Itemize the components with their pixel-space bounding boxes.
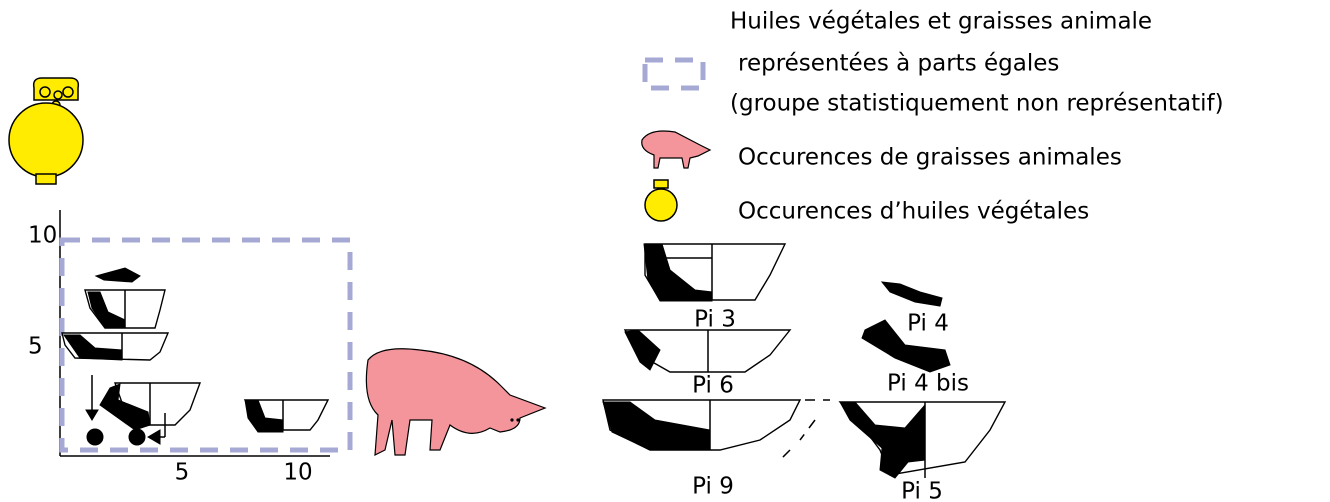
plot-sherds-part (128, 428, 146, 446)
legend-part (653, 179, 669, 189)
vegetal-oil-jar-part (35, 173, 57, 185)
plot-sherds-part (244, 399, 284, 433)
legend-part (641, 130, 712, 169)
x-tick-label: 5 (175, 460, 190, 486)
sherd-label: Pi 5 (901, 479, 943, 502)
legend-part (642, 57, 706, 91)
sherds-part (880, 281, 943, 307)
sherd-label: Pi 4 bis (887, 371, 969, 397)
sherds-part (643, 243, 713, 302)
legend-text: Occurences de graisses animales (738, 145, 1122, 171)
plot-sherds (61, 267, 330, 446)
legend-part (644, 188, 678, 222)
sherd-label: Pi 6 (692, 373, 734, 399)
sherd-label: Pi 3 (694, 307, 736, 333)
vegetal-oil-jar-part (8, 102, 84, 178)
plot-sherds-part (86, 428, 104, 446)
legend: Huiles végétales et graisses animale rep… (641, 9, 1224, 225)
y-tick-label: 10 (28, 223, 57, 249)
vegetal-oil-jar-part (39, 86, 51, 98)
vegetal-oil-jar-part (62, 86, 74, 98)
sherds-part (624, 329, 661, 371)
plot-sherds-part (94, 267, 141, 283)
plot-sherds-part (147, 429, 161, 445)
animal-fat-pig-part (516, 418, 520, 422)
legend-text: Huiles végétales et graisses animale (730, 9, 1152, 35)
vegetal-oil-jar-part (53, 90, 63, 100)
mixed-group-box (59, 237, 353, 453)
sherds: Pi 3 Pi 4 Pi 6 Pi 4 bis Pi 9 Pi 5 (602, 243, 1007, 502)
sherd-label: Pi 9 (692, 474, 734, 500)
animal-fat-pig-part (510, 418, 514, 422)
sherd-label: Pi 4 (907, 311, 949, 337)
x-tick-label: 10 (283, 460, 312, 486)
plot-sherds-part (87, 291, 126, 329)
sherds-part (779, 399, 830, 461)
plot-sherds-part (99, 383, 151, 431)
y-tick-label: 5 (28, 334, 43, 360)
sherds-part (839, 401, 926, 479)
vegetal-oil-jar (8, 77, 84, 185)
plot-sherds-part (63, 334, 123, 361)
legend-text: représentées à parts égales (738, 51, 1059, 77)
animal-fat-pig-part (365, 348, 547, 457)
sherds-part (861, 319, 951, 373)
sherds-part (602, 401, 711, 451)
animal-fat-pig (365, 348, 547, 457)
legend-text: Occurences d’huiles végétales (738, 199, 1089, 225)
legend-text: (groupe statistiquement non représentati… (730, 91, 1224, 117)
plot-sherds-part (85, 409, 99, 421)
